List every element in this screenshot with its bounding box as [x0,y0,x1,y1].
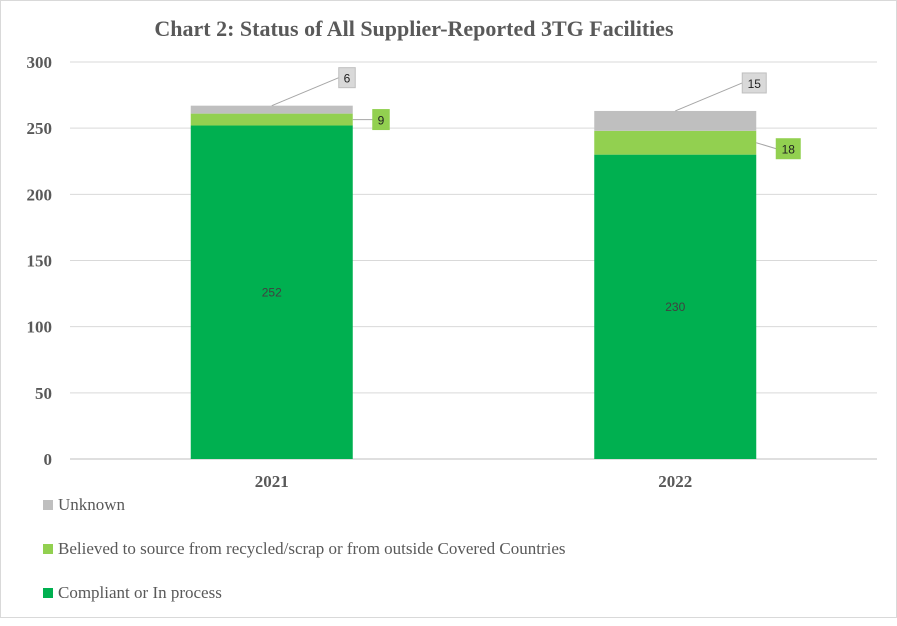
legend-label: Unknown [58,495,126,514]
legend-swatch-icon [43,544,53,554]
legend-swatch-icon [43,500,53,510]
data-label-2022-series-2: 15 [748,77,762,91]
y-tick-label-50: 50 [35,384,52,403]
legend-label: Believed to source from recycled/scrap o… [58,539,566,558]
y-tick-label-250: 250 [27,119,53,138]
callout-box-2021-series-2 [338,67,356,89]
callout-leader-2022-series-1 [756,142,777,150]
bar-2022-series-0 [594,154,757,459]
data-label-2022-series-0: 230 [665,300,685,314]
bar-2022-series-1 [594,130,757,155]
chart-title: Chart 2: Status of All Supplier-Reported… [154,16,674,41]
x-tick-label-2022: 2022 [658,472,692,491]
bar-2021-series-1 [190,113,353,126]
callout-box-2022-series-1 [775,138,801,160]
callout-leader-2022-series-2 [675,82,743,112]
legend-item-0: Unknown [43,494,565,516]
y-tick-label-100: 100 [27,318,53,337]
y-tick-label-150: 150 [27,252,53,271]
x-tick-label-2021: 2021 [255,472,289,491]
legend: Unknown Believed to source from recycled/… [43,494,565,626]
callout-box-2021-series-1 [372,109,390,131]
y-tick-label-300: 300 [27,53,53,72]
data-label-2021-series-1: 9 [378,114,385,128]
legend-item-1: Believed to source from recycled/scrap o… [43,538,565,560]
y-tick-label-200: 200 [27,185,53,204]
bar-2021-series-2 [190,105,353,114]
data-label-2021-series-0: 252 [262,285,282,299]
callout-leader-2021-series-2 [271,77,339,107]
data-label-2022-series-1: 18 [782,143,796,157]
y-tick-label-0: 0 [44,450,53,469]
callout-box-2022-series-2 [741,72,767,94]
bar-2021-series-0 [190,125,353,460]
bar-2022-series-2 [594,110,757,131]
legend-item-2: Compliant or In process [43,582,565,604]
legend-label: Compliant or In process [58,583,222,602]
legend-swatch-icon [43,588,53,598]
data-label-2021-series-2: 6 [344,72,351,86]
